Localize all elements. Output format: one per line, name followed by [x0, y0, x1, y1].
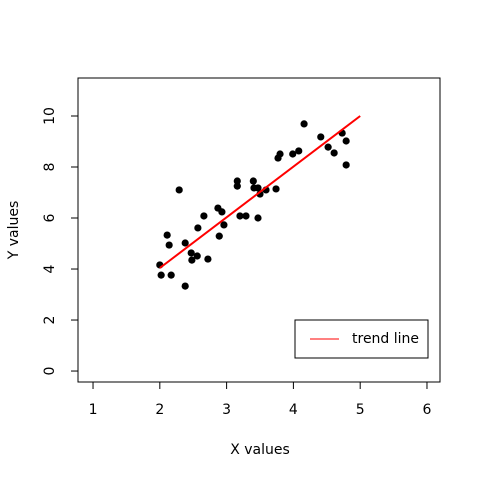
point — [194, 224, 202, 232]
point — [193, 252, 201, 260]
y-tick-label: 8 — [42, 163, 58, 172]
point — [218, 208, 226, 216]
point — [187, 249, 195, 257]
x-tick-label: 4 — [289, 402, 298, 418]
point — [167, 271, 175, 279]
x-tick-label: 3 — [222, 402, 231, 418]
point — [276, 150, 284, 158]
y-tick-label: 10 — [42, 107, 58, 125]
point — [157, 271, 165, 279]
y-tick-label: 4 — [42, 264, 58, 273]
point — [181, 239, 189, 247]
point — [272, 185, 280, 193]
point — [181, 282, 189, 290]
x-axis-label: X values — [230, 442, 290, 458]
point — [163, 231, 171, 239]
point — [220, 221, 228, 229]
point — [215, 232, 223, 240]
point — [295, 147, 303, 155]
legend-label: trend line — [352, 331, 419, 347]
point — [317, 133, 325, 141]
point — [330, 149, 338, 157]
point — [233, 182, 241, 190]
x-tick-label: 6 — [423, 402, 432, 418]
point — [200, 212, 208, 220]
point — [300, 120, 308, 128]
y-tick-label: 6 — [42, 213, 58, 222]
point — [324, 143, 332, 151]
point — [249, 177, 257, 185]
y-tick-label: 2 — [42, 316, 58, 325]
point — [242, 212, 250, 220]
point — [233, 177, 241, 185]
x-tick-label: 5 — [356, 402, 365, 418]
point — [188, 256, 196, 264]
point — [165, 241, 173, 249]
x-tick-label: 1 — [89, 402, 98, 418]
y-tick-label: 0 — [42, 367, 58, 376]
point — [236, 212, 244, 220]
point — [254, 214, 262, 222]
point — [175, 186, 183, 194]
point — [289, 150, 297, 158]
point — [342, 161, 350, 169]
trend-line — [159, 115, 361, 269]
point — [254, 184, 262, 192]
point — [204, 255, 212, 263]
x-tick-label: 2 — [155, 402, 164, 418]
y-axis-label: Y values — [6, 201, 22, 261]
point — [342, 137, 350, 145]
